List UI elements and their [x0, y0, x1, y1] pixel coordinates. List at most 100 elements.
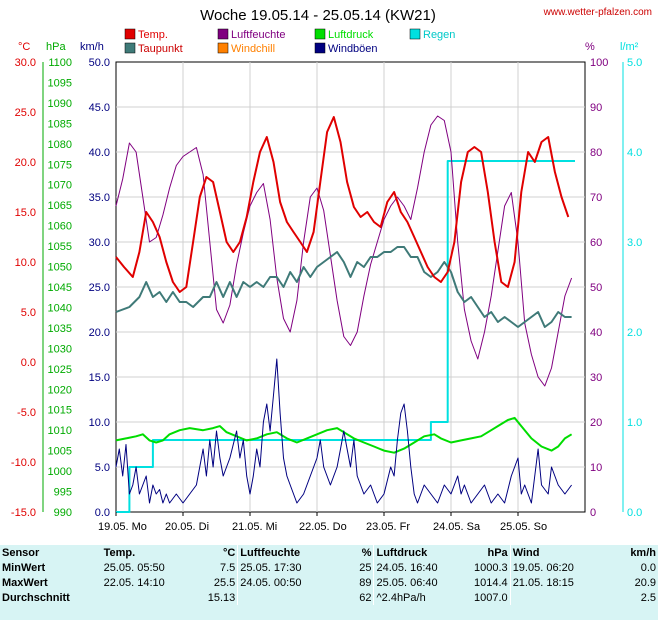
pressure-tick-label: 1100 — [48, 57, 72, 69]
humidity-tick-label: 100 — [590, 57, 608, 69]
temp-tick-label: 0.0 — [21, 357, 36, 369]
pressure-tick-label: 1050 — [48, 262, 72, 274]
legend-label: Luftdruck — [328, 29, 374, 41]
humidity-tick-label: 70 — [590, 192, 602, 204]
rain-tick-label: 5.0 — [627, 57, 642, 69]
pressure-tick-label: 1060 — [48, 221, 72, 233]
pressure-tick-label: 1005 — [48, 446, 72, 458]
humidity-unit: % — [585, 41, 595, 53]
pressure-tick-label: 1055 — [48, 241, 72, 253]
temp-tick-label: -15.0 — [11, 507, 36, 519]
pressure-tick-label: 1070 — [48, 180, 72, 192]
temp-time: 25.05. 05:50 — [103, 561, 165, 574]
series-luftfeuchte-line — [115, 115, 573, 387]
col-temp: Temp. — [103, 546, 136, 559]
legend-swatch — [124, 42, 136, 54]
series-temp-line — [115, 116, 570, 293]
temp-value: 7.5 — [219, 561, 236, 574]
series-lines — [115, 115, 575, 513]
col-sensor: Sensor — [2, 546, 40, 559]
humidity-value: 62 — [359, 591, 372, 604]
chart-title: Woche 19.05.14 - 25.05.14 (KW21) — [200, 7, 436, 24]
series-windböen-line — [115, 358, 573, 504]
wind-time: 19.05. 06:20 — [509, 560, 591, 575]
wind-tick-label: 10.0 — [89, 417, 110, 429]
legend-label: Regen — [423, 29, 455, 41]
x-tick-label: 21.05. Mi — [232, 521, 277, 533]
wind-tick-label: 35.0 — [89, 192, 110, 204]
site-link[interactable]: www.wetter-pfalzen.com — [543, 7, 652, 18]
rain-tick-label: 0.0 — [627, 507, 642, 519]
temp-time: 22.05. 14:10 — [103, 576, 165, 589]
wind-tick-label: 20.0 — [89, 327, 110, 339]
legend-label: Luftfeuchte — [231, 29, 285, 41]
humidity-tick-label: 80 — [590, 147, 602, 159]
row-label: MaxWert — [2, 576, 48, 589]
pressure-time: 24.05. 16:40 — [373, 560, 460, 575]
col-temp-unit: °C — [222, 546, 236, 559]
stats-row-max: MaxWert 22.05. 14:10 25.5 24.05. 00:50 8… — [0, 575, 658, 590]
legend-swatch — [314, 42, 326, 54]
humidity-tick-label: 40 — [590, 327, 602, 339]
pressure-value: 1014.4 — [474, 576, 508, 589]
pressure-tick-label: 1025 — [48, 364, 72, 376]
rain-tick-label: 4.0 — [627, 147, 642, 159]
wind-tick-label: 40.0 — [89, 147, 110, 159]
pressure-time: 25.05. 06:40 — [373, 575, 460, 590]
legend-swatch — [217, 28, 229, 40]
humidity-time: 24.05. 00:50 — [237, 575, 321, 590]
wind-tick-label: 50.0 — [89, 57, 110, 69]
temp-tick-label: 10.0 — [15, 257, 36, 269]
wind-tick-label: 30.0 — [89, 237, 110, 249]
temp-tick-label: 15.0 — [15, 207, 36, 219]
pressure-tick-label: 1020 — [48, 384, 72, 396]
rain-unit: l/m² — [620, 41, 639, 53]
pressure-tick-label: 1080 — [48, 139, 72, 151]
temp-tick-label: 20.0 — [15, 157, 36, 169]
wind-tick-label: 25.0 — [89, 282, 110, 294]
pressure-trend: ^2.4hPa/h — [373, 590, 460, 605]
wind-time: 21.05. 18:15 — [509, 575, 591, 590]
rain-tick-label: 3.0 — [627, 237, 642, 249]
axis-ticks: 30.0 25.0 20.0 15.0 10.0 5.0 0.0 -5.0 -10.0 -15.0… — [11, 57, 642, 519]
weekly-weather-chart: Woche 19.05.14 - 25.05.14 (KW21) www.wet… — [11, 7, 652, 533]
col-wind: Wind — [509, 545, 591, 560]
humidity-tick-label: 50 — [590, 282, 602, 294]
humidity-tick-label: 20 — [590, 417, 602, 429]
row-label: Durchschnitt — [2, 591, 70, 604]
x-tick-label: 22.05. Do — [299, 521, 347, 533]
humidity-tick-label: 0 — [590, 507, 596, 519]
statistics-table: Sensor Temp. °C Luftfeuchte % Luftdruck … — [0, 545, 658, 620]
legend-swatch — [314, 28, 326, 40]
series-taupunkt-line — [115, 246, 572, 328]
stats-row-avg: Durchschnitt 15.13 62 ^2.4hPa/h 1007.0 2… — [0, 590, 658, 605]
temp-tick-label: 25.0 — [15, 107, 36, 119]
pressure-tick-label: 1065 — [48, 200, 72, 212]
x-tick-label: 25.05. So — [500, 521, 547, 533]
rain-tick-label: 1.0 — [627, 417, 642, 429]
col-humidity: Luftfeuchte — [237, 545, 321, 560]
humidity-value: 25 — [359, 561, 372, 574]
stats-header-row: Sensor Temp. °C Luftfeuchte % Luftdruck … — [0, 545, 658, 560]
col-wind-unit: km/h — [630, 546, 656, 559]
x-tick-label: 23.05. Fr — [366, 521, 410, 533]
pressure-value: 1000.3 — [474, 561, 508, 574]
humidity-tick-label: 30 — [590, 372, 602, 384]
pressure-tick-label: 1000 — [48, 466, 72, 478]
temp-tick-label: 30.0 — [15, 57, 36, 69]
humidity-value: 89 — [359, 576, 372, 589]
humidity-time: 25.05. 17:30 — [237, 560, 321, 575]
legend-label: Windchill — [231, 43, 275, 55]
legend-label: Windböen — [328, 43, 378, 55]
col-pressure-unit: hPa — [487, 546, 508, 559]
pressure-tick-label: 1010 — [48, 425, 72, 437]
temp-unit: °C — [18, 41, 30, 53]
humidity-tick-label: 60 — [590, 237, 602, 249]
x-tick-label: 24.05. Sa — [433, 521, 481, 533]
col-humidity-unit: % — [361, 546, 372, 559]
pressure-tick-label: 1045 — [48, 282, 72, 294]
wind-tick-label: 45.0 — [89, 102, 110, 114]
wind-unit: km/h — [80, 41, 104, 53]
pressure-tick-label: 1075 — [48, 159, 72, 171]
x-tick-label: 20.05. Di — [165, 521, 209, 533]
